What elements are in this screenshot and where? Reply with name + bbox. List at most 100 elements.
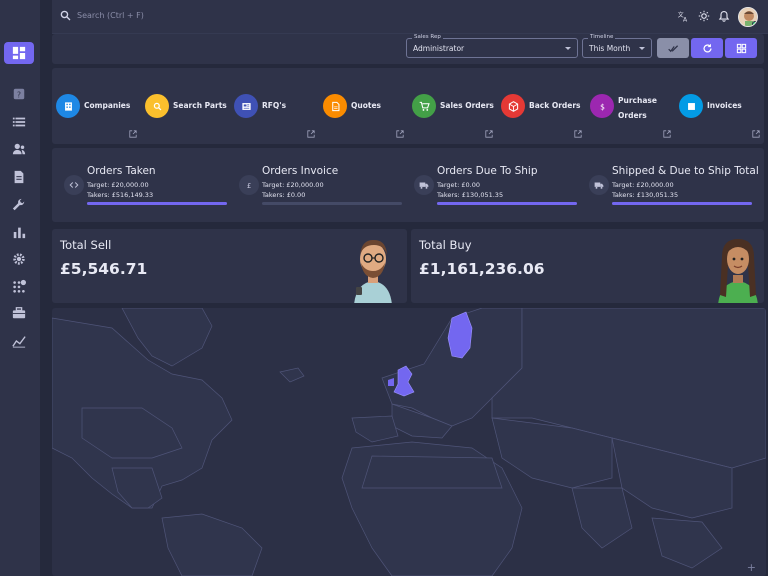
briefcase-icon[interactable] [4,302,34,324]
svg-text:?: ? [17,91,21,100]
sidebar: ? [0,0,40,576]
total-buy-card: Total Buy £1,161,236.06 [411,229,764,303]
module-invoices[interactable]: Invoices [675,68,764,144]
timeline-value: This Month [589,44,631,53]
online-status-dot [752,21,757,26]
stat-title: Orders Invoice [262,165,339,177]
chevron-down-icon [565,47,571,50]
module-shortcuts: Companies Search Parts RFQ's Quotes Sale… [52,68,764,144]
stat-target: Target: £20,000.00 [87,181,149,189]
code-icon [64,175,84,195]
order-stats: Orders Taken Target: £20,000.00 Takers: … [52,148,764,222]
stat-orders-taken[interactable]: Orders Taken Target: £20,000.00 Takers: … [52,148,227,222]
svg-text:A: A [683,16,688,22]
dollar-icon: $ [590,94,614,118]
module-label: Quotes [351,101,382,110]
zoom-in-icon[interactable]: + [746,561,756,574]
bell-icon[interactable] [717,9,731,23]
search-icon [145,94,169,118]
open-external-icon[interactable] [396,130,404,138]
progress-fill [612,202,752,205]
module-purchase-orders[interactable]: $ Purchase Orders [586,68,675,144]
module-quotes[interactable]: Quotes [319,68,408,144]
sales-rep-select[interactable]: Sales Rep Administrator [406,34,578,58]
apps-icon[interactable] [4,275,34,297]
invoice-icon [679,94,703,118]
stat-orders-invoice[interactable]: £ Orders Invoice Target: £20,000.00 Take… [227,148,402,222]
stat-takers: Takers: £516,149.33 [87,191,154,199]
timeline-label: Timeline [588,34,616,40]
total-sell-value: £5,546.71 [60,260,148,278]
bar-chart-icon[interactable] [4,221,34,243]
svg-text:文: 文 [678,11,684,19]
map-region-mexico [111,467,163,509]
search-placeholder[interactable]: Search (Ctrl + F) [77,11,144,20]
cart-icon [412,94,436,118]
total-buy-label: Total Buy [419,238,472,252]
list-icon[interactable] [4,111,34,133]
document-icon[interactable] [4,166,34,188]
map-region-india [571,487,633,549]
module-sales-orders[interactable]: Sales Orders [408,68,497,144]
open-external-icon[interactable] [574,130,582,138]
module-search-parts[interactable]: Search Parts [141,68,230,144]
dashboard-icon[interactable] [4,42,34,64]
open-external-icon[interactable] [307,130,315,138]
gear-icon[interactable] [4,248,34,270]
stat-takers: Takers: £130,051.35 [612,191,679,199]
wrench-icon[interactable] [4,194,34,216]
truck-icon [414,175,434,195]
open-external-icon[interactable] [485,130,493,138]
stat-orders-due-to-ship[interactable]: Orders Due To Ship Target: £0.00 Takers:… [402,148,577,222]
open-external-icon[interactable] [129,130,137,138]
module-label: Invoices [707,101,742,110]
help-box-icon[interactable]: ? [4,83,34,105]
map-region-ireland-highlight [388,378,394,386]
user-avatar[interactable] [738,7,758,27]
layout-button[interactable] [725,38,757,58]
map-region-iberia [351,415,399,443]
module-label: Companies [84,101,131,110]
module-label: Search Parts [173,101,227,110]
open-external-icon[interactable] [752,130,760,138]
sales-rep-label: Sales Rep [412,34,443,40]
open-external-icon[interactable] [663,130,671,138]
double-check-icon [667,44,678,52]
map-region-finland-highlight [447,311,473,359]
refresh-button[interactable] [691,38,723,58]
progress-bar [437,202,577,205]
users-icon[interactable] [4,138,34,160]
stat-shipped-total[interactable]: Shipped & Due to Ship Total Target: £20,… [577,148,759,222]
module-back-orders[interactable]: Back Orders [497,68,586,144]
svg-text:$: $ [600,102,605,111]
svg-text:£: £ [247,182,251,190]
world-map-svg [52,308,766,576]
map-region-southeast-asia [651,517,723,569]
truck-icon [589,175,609,195]
man-avatar-illustration [354,239,392,303]
stat-title: Shipped & Due to Ship Total [612,165,759,177]
building-icon [56,94,80,118]
stat-target: Target: £0.00 [437,181,480,189]
timeline-select[interactable]: Timeline This Month [582,34,652,58]
module-rfqs[interactable]: RFQ's [230,68,319,144]
mark-all-read-button[interactable] [657,38,689,58]
sun-icon[interactable] [697,9,711,23]
line-chart-icon[interactable] [4,330,34,352]
grid-icon [736,43,746,53]
map-region-uk-highlight [393,365,415,397]
world-map[interactable]: + [52,308,766,576]
total-sell-card: Total Sell £5,546.71 [52,229,407,303]
stat-target: Target: £20,000.00 [612,181,674,189]
refresh-icon [703,43,712,53]
module-companies[interactable]: Companies [52,68,141,144]
search-bar[interactable]: Search (Ctrl + F) [60,10,144,21]
stat-title: Orders Due To Ship [437,165,538,177]
filter-bar: Sales Rep Administrator Timeline This Mo… [52,34,764,64]
module-label: Purchase Orders [618,96,657,120]
document-icon [323,94,347,118]
total-buy-value: £1,161,236.06 [419,260,545,278]
pound-icon: £ [239,175,259,195]
